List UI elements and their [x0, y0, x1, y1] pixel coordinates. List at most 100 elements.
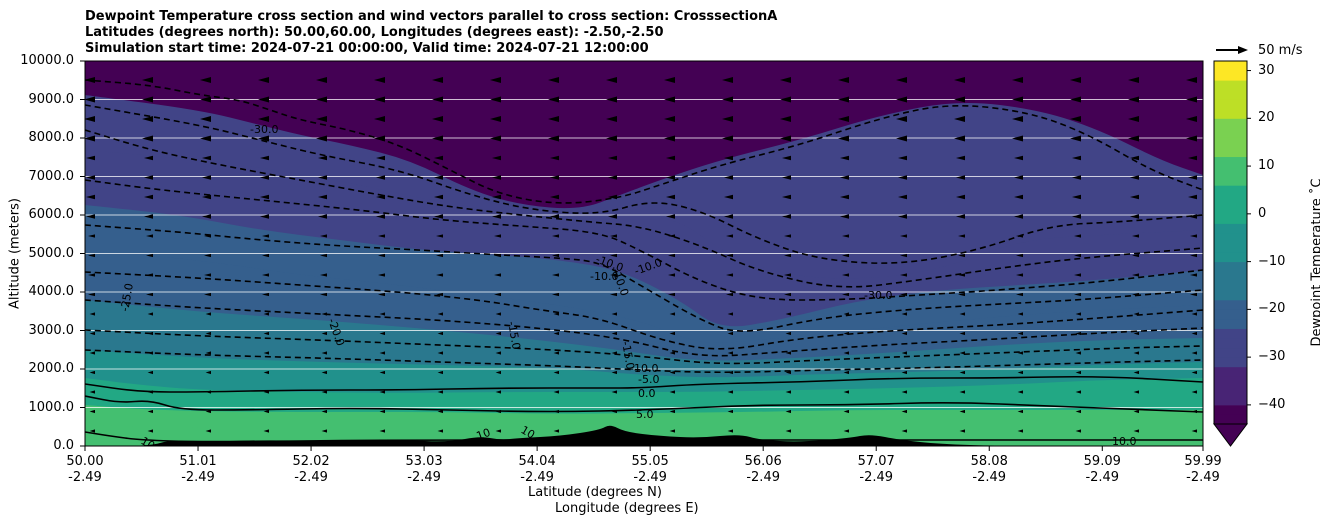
wind-vector: [1014, 175, 1023, 180]
wind-key-arrow: [1216, 46, 1248, 54]
wind-vector: [1075, 351, 1081, 355]
wind-vector: [785, 429, 791, 433]
wind-vector: [784, 234, 791, 238]
wind-vector: [722, 77, 733, 83]
wind-vector: [552, 273, 559, 277]
colorbar-segment: [1214, 318, 1247, 329]
wind-vector: [88, 234, 95, 238]
colorbar-segment: [1214, 328, 1247, 339]
wind-vector: [548, 135, 559, 142]
wind-vector: [726, 273, 733, 277]
wind-vector: [376, 155, 385, 161]
contour-label: -30.0: [864, 289, 892, 302]
wind-vector: [669, 370, 675, 375]
wind-vector: [611, 409, 617, 414]
wind-vector: [901, 390, 907, 394]
wind-vector: [379, 331, 385, 336]
wind-vector: [901, 331, 907, 336]
wind-vector: [785, 331, 791, 336]
wind-vector: [553, 390, 559, 394]
wind-vector: [316, 116, 327, 122]
colorbar-segment: [1214, 108, 1247, 119]
wind-vector: [553, 429, 559, 433]
wind-vector: [782, 194, 791, 200]
wind-vector: [896, 96, 907, 103]
wind-vector: [780, 116, 791, 122]
wind-vector: [437, 312, 443, 316]
wind-vector: [146, 273, 153, 277]
wind-vector: [262, 253, 269, 258]
contour-label: 10: [475, 426, 493, 443]
wind-vector: [608, 214, 617, 219]
dashed-contour-6: [85, 299, 1203, 357]
wind-vector: [1070, 96, 1081, 103]
colorbar-segment: [1214, 338, 1247, 349]
wind-vector: [1017, 370, 1023, 375]
colorbar-segment: [1214, 185, 1247, 196]
wind-vector: [200, 135, 211, 142]
wind-vector: [1014, 214, 1023, 219]
wind-vector: [1075, 370, 1081, 375]
wind-vector: [142, 77, 153, 83]
wind-vector: [320, 292, 327, 297]
colorbar-segment: [1214, 232, 1247, 243]
wind-vector: [727, 331, 733, 336]
wind-vector: [1132, 292, 1139, 297]
wind-vector: [205, 351, 211, 355]
wind-vector: [88, 292, 95, 297]
wind-vector: [840, 175, 849, 180]
wind-vector: [896, 116, 907, 122]
wind-vector: [1188, 155, 1197, 161]
wind-vector: [258, 77, 269, 83]
wind-vector: [495, 390, 501, 394]
wind-vector: [724, 155, 733, 161]
chart-title-line-3: Simulation start time: 2024-07-21 00:00:…: [85, 41, 649, 56]
wind-vector: [263, 312, 269, 316]
wind-vector: [200, 116, 211, 122]
wind-vector: [838, 96, 849, 103]
wind-vector: [611, 351, 617, 355]
wind-vector: [436, 273, 443, 277]
wind-vector: [85, 77, 95, 83]
wind-vector: [147, 370, 153, 375]
colorbar-segment: [1214, 242, 1247, 253]
wind-vector: [86, 214, 95, 219]
wind-vector: [321, 370, 327, 375]
wind-vector: [144, 155, 153, 161]
wind-vector: [88, 273, 95, 277]
wind-vector: [901, 409, 907, 414]
colorbar-tick-label: −20: [1258, 301, 1286, 317]
colorbar-segment: [1214, 414, 1247, 425]
wind-vector: [1075, 390, 1081, 394]
dewpoint-bands: [85, 61, 1203, 446]
colorbar-segment: [1214, 385, 1247, 396]
wind-vector: [1075, 312, 1081, 316]
wind-vector: [552, 253, 559, 258]
colorbar-segment: [1214, 99, 1247, 110]
wind-vector: [1186, 116, 1197, 122]
wind-vector: [610, 292, 617, 297]
wind-vector: [726, 253, 733, 258]
wind-vector: [1186, 135, 1197, 142]
wind-vector: [260, 194, 269, 200]
x-tick-label: 55.05 -2.49: [631, 454, 669, 485]
y-tick-label: 5000.0: [28, 245, 75, 261]
wind-vector: [263, 370, 269, 375]
wind-vector: [550, 194, 559, 200]
wind-vectors: [85, 77, 1197, 433]
wind-vector: [142, 135, 153, 142]
wind-vector: [954, 96, 965, 103]
wind-vector: [611, 312, 617, 316]
wind-vector: [379, 370, 385, 375]
colorbar-segment: [1214, 357, 1247, 368]
wind-vector: [782, 214, 791, 219]
wind-vector: [376, 194, 385, 200]
wind-vector: [258, 116, 269, 122]
colorbar-segment: [1214, 194, 1247, 205]
colorbar-extend-min: [1213, 423, 1248, 447]
wind-vector: [842, 273, 849, 277]
wind-vector: [434, 155, 443, 161]
wind-vector: [900, 253, 907, 258]
wind-vector: [437, 331, 443, 336]
